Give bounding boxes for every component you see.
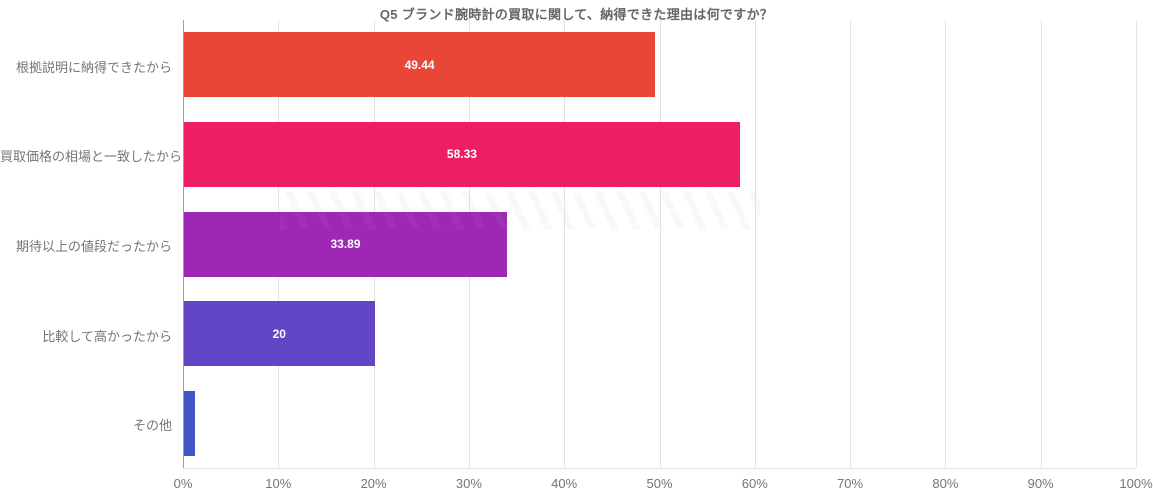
gridline [659, 20, 661, 468]
x-tick-label: 70% [837, 476, 864, 491]
x-tick-label: 40% [551, 476, 578, 491]
x-tick-label: 100% [1119, 476, 1153, 491]
gridline [1040, 20, 1042, 468]
gridline [564, 20, 566, 468]
category-label: 比較して高かったから [42, 328, 172, 344]
x-tick-label: 20% [360, 476, 387, 491]
gridline [1136, 20, 1137, 468]
bar-value-label: 33.89 [330, 237, 361, 251]
x-tick-label: 90% [1027, 476, 1054, 491]
x-tick-label: 30% [455, 476, 482, 491]
gridline [850, 20, 852, 468]
x-tick-label: 80% [932, 476, 959, 491]
gridline [754, 20, 756, 468]
x-axis-baseline [183, 468, 1136, 469]
x-tick-label: 0% [173, 476, 193, 491]
category-label: その他 [132, 418, 172, 434]
bar-value-label: 49.44 [404, 57, 435, 72]
bar-value-label: 58.33 [446, 147, 477, 162]
bar-value-label: 20 [272, 326, 286, 341]
gridline [945, 20, 947, 468]
bar-5[interactable] [184, 390, 195, 456]
category-label: 期待以上の値段だったから [15, 239, 172, 254]
chart-title: Q5 ブランド腕時計の買取に関して、納得できた理由は何ですか？ [379, 7, 774, 22]
x-tick-label: 10% [265, 476, 292, 491]
x-axis-line [183, 20, 184, 468]
category-label: 買取価格の相場と一致したから [0, 149, 183, 165]
bar-1[interactable]: 49.44 [184, 32, 656, 98]
bar-3[interactable]: 33.89 [184, 211, 507, 277]
category-label: 根拠説明に納得できたから [15, 59, 172, 75]
bar-4[interactable]: 20 [184, 301, 375, 367]
bar-2[interactable]: 58.33 [184, 121, 740, 187]
x-tick-label: 50% [646, 476, 673, 491]
x-tick-label: 60% [741, 476, 768, 491]
